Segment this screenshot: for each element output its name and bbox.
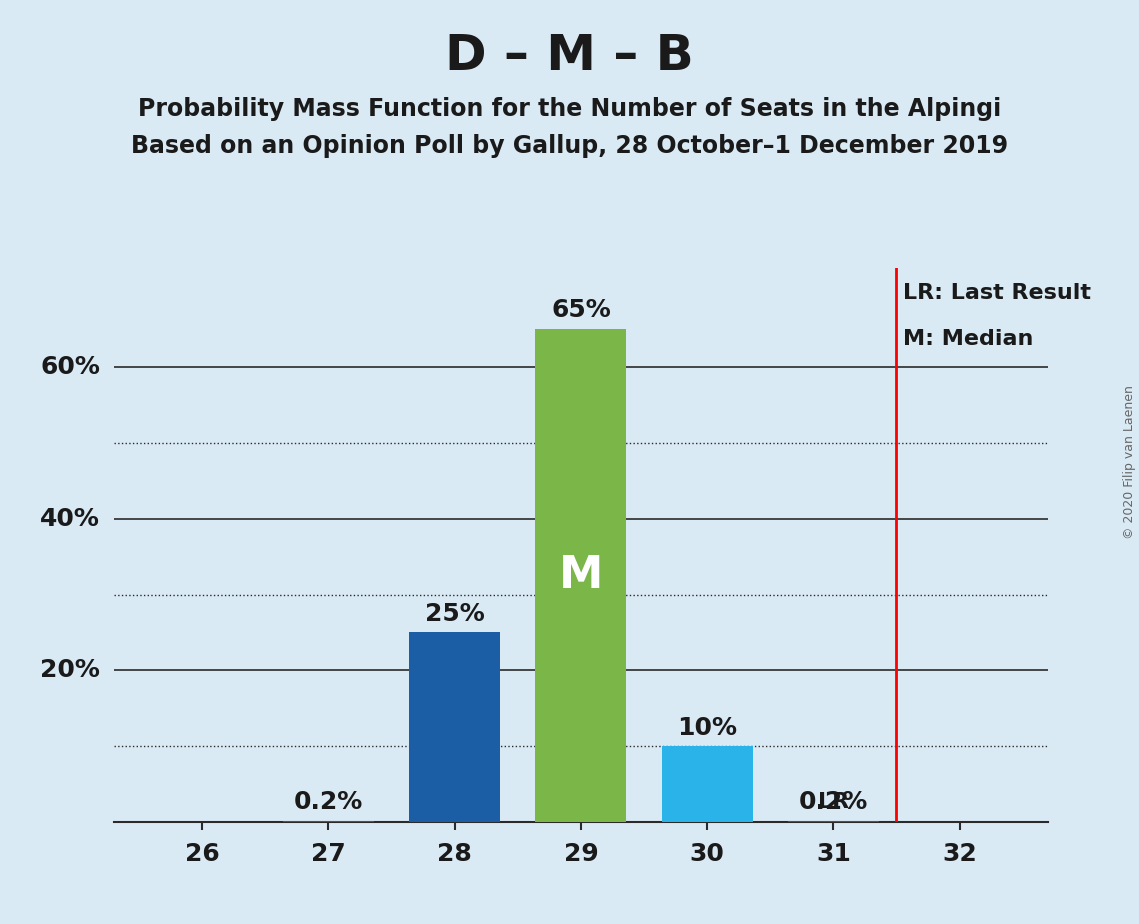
- Bar: [662, 747, 753, 822]
- Text: 40%: 40%: [40, 506, 100, 530]
- Text: Probability Mass Function for the Number of Seats in the Alpingi: Probability Mass Function for the Number…: [138, 97, 1001, 121]
- Text: LR: Last Result: LR: Last Result: [903, 283, 1091, 303]
- Text: 0.2%: 0.2%: [294, 790, 363, 814]
- Bar: [282, 821, 374, 822]
- Text: © 2020 Filip van Laenen: © 2020 Filip van Laenen: [1123, 385, 1137, 539]
- Text: 60%: 60%: [40, 355, 100, 379]
- Text: 0.2%: 0.2%: [798, 790, 868, 814]
- Text: 25%: 25%: [425, 602, 484, 626]
- Text: 20%: 20%: [40, 659, 100, 683]
- Text: M: Median: M: Median: [903, 329, 1033, 348]
- Text: M: M: [559, 554, 603, 597]
- Text: D – M – B: D – M – B: [445, 32, 694, 80]
- Bar: [788, 821, 879, 822]
- Text: Based on an Opinion Poll by Gallup, 28 October–1 December 2019: Based on an Opinion Poll by Gallup, 28 O…: [131, 134, 1008, 158]
- Text: 10%: 10%: [677, 715, 737, 739]
- Bar: [535, 329, 626, 822]
- Bar: [409, 633, 500, 822]
- Text: LR: LR: [818, 792, 849, 811]
- Text: 65%: 65%: [551, 298, 611, 322]
